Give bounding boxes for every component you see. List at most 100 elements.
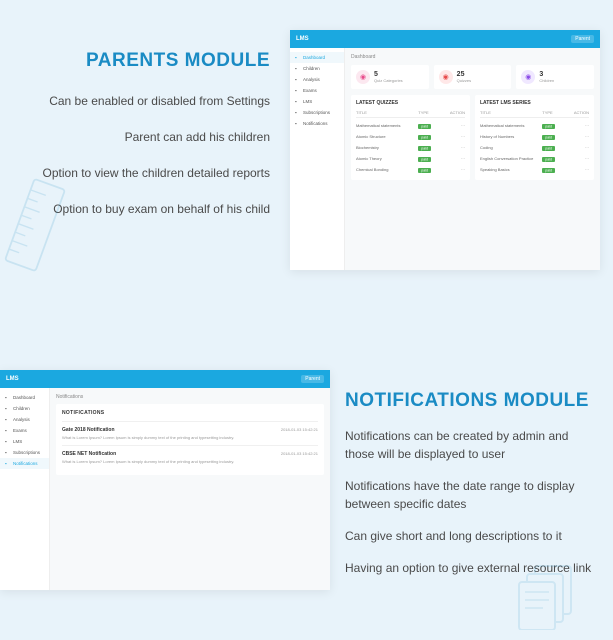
table-row[interactable]: Chemical Bondingpaid⋯ — [356, 164, 465, 175]
dashboard-stats: ◉5Quiz Categories◉25Quizzes◉3Children — [351, 65, 594, 89]
sidebar-item-analysis[interactable]: ▪Analysis — [0, 414, 49, 425]
stat-number: 3 — [539, 71, 554, 78]
stat-label: Quiz Categories — [374, 78, 403, 83]
sidebar-item-label: Subscriptions — [13, 450, 40, 455]
latest-quizzes-card: LATEST QUIZZESTITLETYPEACTIONMathematica… — [351, 95, 470, 180]
nav-icon: ▪ — [295, 77, 300, 82]
type-badge: paid — [542, 168, 555, 173]
row-action[interactable]: ⋯ — [573, 134, 589, 139]
notif-role-badge[interactable]: Parent — [301, 375, 324, 383]
nav-icon: ▪ — [5, 417, 10, 422]
notification-item[interactable]: CBSE NET Notification2018-01-03 15:42:21… — [62, 445, 318, 469]
row-action[interactable]: ⋯ — [449, 123, 465, 128]
nav-icon: ▪ — [5, 406, 10, 411]
nav-icon: ▪ — [5, 428, 10, 433]
notification-description: What is Lorem Ipsum? Lorem Ipsum is simp… — [62, 435, 318, 440]
panel-title: NOTIFICATIONS — [62, 410, 318, 416]
sidebar-item-label: Children — [13, 406, 30, 411]
notifications-panel: NOTIFICATIONS Gate 2018 Notification2018… — [56, 404, 324, 475]
row-action[interactable]: ⋯ — [573, 145, 589, 150]
sidebar-item-analysis[interactable]: ▪Analysis — [290, 74, 344, 85]
sidebar-item-children[interactable]: ▪Children — [0, 403, 49, 414]
notifications-feature: Notifications can be created by admin an… — [345, 427, 595, 463]
parents-feature: Option to view the children detailed rep… — [30, 164, 270, 182]
sidebar-item-label: Analysis — [13, 417, 30, 422]
row-action[interactable]: ⋯ — [449, 134, 465, 139]
sidebar-item-subscriptions[interactable]: ▪Subscriptions — [0, 447, 49, 458]
type-badge: paid — [542, 135, 555, 140]
notification-title: CBSE NET Notification — [62, 451, 116, 457]
row-action[interactable]: ⋯ — [573, 167, 589, 172]
table-row[interactable]: Codingpaid⋯ — [480, 142, 589, 153]
type-badge: paid — [542, 157, 555, 162]
sidebar-item-exams[interactable]: ▪Exams — [290, 85, 344, 96]
sidebar-item-exams[interactable]: ▪Exams — [0, 425, 49, 436]
stat-label: Quizzes — [457, 78, 471, 83]
table-row[interactable]: Atomic Structurepaid⋯ — [356, 131, 465, 142]
sidebar-item-subscriptions[interactable]: ▪Subscriptions — [290, 107, 344, 118]
row-title: Speaking Basics — [480, 167, 542, 172]
sidebar-item-label: Exams — [13, 428, 27, 433]
notifications-title: NOTIFICATIONS MODULE — [345, 390, 595, 413]
notification-title: Gate 2018 Notification — [62, 427, 115, 433]
nav-icon: ▪ — [295, 121, 300, 126]
row-title: English Conversation Practice — [480, 156, 542, 161]
table-row[interactable]: Mathematical statementspaid ⋯ — [356, 120, 465, 131]
sidebar-item-notifications[interactable]: ▪Notifications — [290, 118, 344, 129]
sidebar-item-label: Exams — [303, 88, 317, 93]
table-row[interactable]: Mathematical statementspaid⋯ — [480, 120, 589, 131]
dashboard-role-badge[interactable]: Parent — [571, 35, 594, 43]
dashboard-screenshot: LMS Parent ▪Dashboard▪Children▪Analysis▪… — [290, 30, 600, 270]
sidebar-item-lms[interactable]: ▪LMS — [290, 96, 344, 107]
sidebar-item-label: LMS — [303, 99, 312, 104]
table-row[interactable]: Atomic Theorypaid⋯ — [356, 153, 465, 164]
sidebar-item-dashboard[interactable]: ▪Dashboard — [290, 52, 344, 63]
stat-card[interactable]: ◉ 5Quiz Categories — [351, 65, 429, 89]
stat-icon: ◉ — [356, 70, 370, 84]
nav-icon: ▪ — [5, 439, 10, 444]
notification-item[interactable]: Gate 2018 Notification2018-01-03 15:42:2… — [62, 421, 318, 445]
row-title: History of Numbers — [480, 134, 542, 139]
table-row[interactable]: Biochemistrypaid⋯ — [356, 142, 465, 153]
parents-feature: Can be enabled or disabled from Settings — [30, 92, 270, 110]
row-action[interactable]: ⋯ — [449, 145, 465, 150]
table-row[interactable]: English Conversation Practicepaid ⋯ — [480, 153, 589, 164]
dashboard-sidebar: ▪Dashboard▪Children▪Analysis▪Exams▪LMS▪S… — [290, 48, 345, 270]
row-title: Mathematical statements — [480, 123, 542, 128]
notifications-feature: Can give short and long descriptions to … — [345, 527, 595, 545]
sidebar-item-notifications[interactable]: ▪Notifications — [0, 458, 49, 469]
table-row[interactable]: Speaking Basicspaid ⋯ — [480, 164, 589, 175]
table-row[interactable]: History of Numberspaid ⋯ — [480, 131, 589, 142]
stat-icon: ◉ — [521, 70, 535, 84]
type-badge: paid — [418, 168, 431, 173]
notification-description: What is Lorem Ipsum? Lorem Ipsum is simp… — [62, 459, 318, 464]
row-action[interactable]: ⋯ — [573, 156, 589, 161]
stat-icon: ◉ — [439, 70, 453, 84]
type-badge: paid — [418, 124, 431, 129]
notif-main: Notifications NOTIFICATIONS Gate 2018 No… — [50, 388, 330, 590]
sidebar-item-children[interactable]: ▪Children — [290, 63, 344, 74]
nav-icon: ▪ — [295, 110, 300, 115]
sidebar-item-lms[interactable]: ▪LMS — [0, 436, 49, 447]
stat-number: 25 — [457, 71, 471, 78]
notif-logo: LMS — [6, 376, 19, 382]
sidebar-item-dashboard[interactable]: ▪Dashboard — [0, 392, 49, 403]
row-action[interactable]: ⋯ — [449, 167, 465, 172]
dashboard-main: Dashboard ◉5Quiz Categories◉25Quizzes◉3C… — [345, 48, 600, 270]
sidebar-item-label: Notifications — [13, 461, 38, 466]
stat-number: 5 — [374, 71, 403, 78]
nav-icon: ▪ — [295, 55, 300, 60]
breadcrumb: Notifications — [56, 394, 324, 400]
parents-title: PARENTS MODULE — [30, 50, 270, 72]
dashboard-header: LMS Parent — [290, 30, 600, 48]
row-action[interactable]: ⋯ — [449, 156, 465, 161]
nav-icon: ▪ — [5, 450, 10, 455]
notifications-screenshot: LMS Parent ▪Dashboard▪Children▪Analysis▪… — [0, 370, 330, 590]
table-header: TITLETYPEACTION — [480, 110, 589, 118]
stat-card[interactable]: ◉ 25Quizzes — [434, 65, 512, 89]
row-title: Atomic Theory — [356, 156, 418, 161]
stat-card[interactable]: ◉3Children — [516, 65, 594, 89]
row-title: Mathematical statements — [356, 123, 418, 128]
row-action[interactable]: ⋯ — [573, 123, 589, 128]
dashboard-tables: LATEST QUIZZESTITLETYPEACTIONMathematica… — [351, 95, 594, 180]
